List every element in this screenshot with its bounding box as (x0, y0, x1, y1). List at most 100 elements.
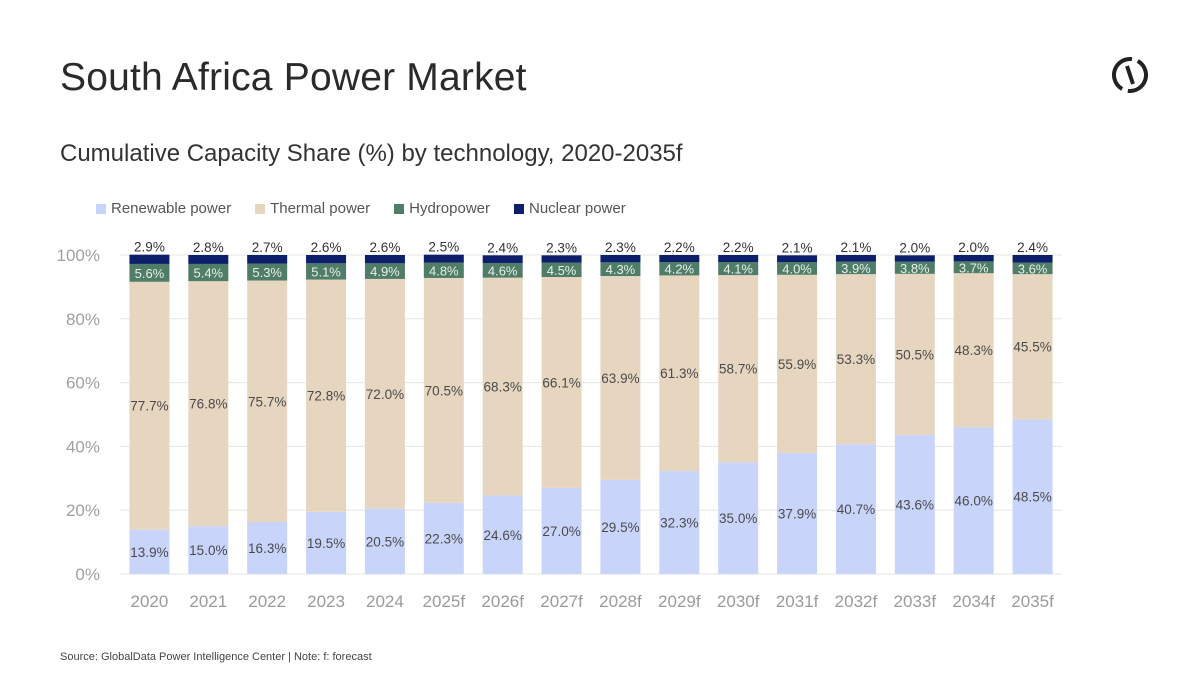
x-tick-label: 2021 (189, 592, 227, 611)
data-label: 22.3% (425, 531, 463, 546)
data-label: 5.4% (193, 266, 223, 281)
data-label: 5.6% (135, 266, 165, 281)
bar-segment (659, 255, 700, 263)
data-label: 35.0% (719, 511, 757, 526)
bar-segment (541, 262, 582, 278)
bar-segment (659, 470, 700, 574)
data-label: 2.4% (1017, 240, 1048, 255)
bar-segment (953, 273, 994, 428)
data-label: 58.7% (719, 362, 757, 377)
data-label: 63.9% (601, 371, 639, 386)
y-tick-label: 60% (66, 374, 100, 393)
y-tick-label: 20% (66, 501, 100, 520)
data-label: 16.3% (248, 541, 286, 556)
data-label: 2.0% (899, 240, 930, 255)
bar-segment (894, 434, 935, 574)
data-label: 72.8% (307, 389, 345, 404)
data-label: 55.9% (778, 357, 816, 372)
data-label: 2.6% (370, 240, 401, 255)
legend-item-nuclear: Nuclear power (514, 200, 626, 217)
bar-segment (1012, 255, 1053, 263)
x-tick-label: 2034f (952, 592, 995, 611)
data-label: 2.4% (487, 240, 518, 255)
bar-segment (423, 262, 464, 278)
x-tick-label: 2023 (307, 592, 345, 611)
data-label: 76.8% (189, 397, 227, 412)
data-label: 32.3% (660, 515, 698, 530)
data-label: 2.1% (782, 240, 813, 255)
bar-segment (306, 279, 347, 512)
data-label: 13.9% (130, 545, 168, 560)
data-label: 66.1% (542, 375, 580, 390)
data-label: 2.7% (252, 240, 283, 255)
bar-segment (894, 255, 935, 262)
legend-item-renewable: Renewable power (96, 200, 231, 217)
bar-segment (364, 508, 405, 574)
legend-swatch-nuclear (514, 203, 524, 214)
data-label: 2.9% (134, 240, 165, 255)
bar-segment (364, 278, 405, 509)
legend-swatch-thermal (255, 203, 266, 214)
bar-segment (777, 255, 818, 263)
data-label: 27.0% (542, 524, 580, 539)
chart-subtitle: Cumulative Capacity Share (%) by technol… (60, 140, 683, 167)
data-label: 3.7% (959, 260, 989, 275)
bar-segment (247, 255, 288, 264)
x-tick-label: 2028f (599, 592, 642, 611)
bar-segment (718, 255, 759, 263)
y-tick-label: 40% (66, 437, 100, 456)
data-label: 20.5% (366, 534, 404, 549)
data-label: 4.5% (547, 263, 577, 278)
x-tick-label: 2020 (131, 592, 169, 611)
bar-segment (777, 274, 818, 454)
x-tick-label: 2030f (717, 592, 760, 611)
bar-segment (659, 262, 700, 276)
bar-segment (835, 274, 876, 445)
data-label: 77.7% (130, 399, 168, 414)
bar-segment (188, 263, 229, 282)
bar-segment (247, 280, 288, 523)
bar-segment (482, 277, 523, 496)
bar-segment (894, 273, 935, 435)
x-tick-label: 2027f (540, 592, 583, 611)
x-tick-label: 2024 (366, 592, 404, 611)
bar-segment (777, 262, 818, 275)
bar-segment (953, 427, 994, 574)
data-label: 43.6% (896, 497, 934, 512)
bar-segment (482, 262, 523, 278)
bar-segment (777, 453, 818, 574)
bar-segment (188, 281, 229, 527)
data-label: 75.7% (248, 394, 286, 409)
x-tick-label: 2029f (658, 592, 701, 611)
bar-segment (835, 444, 876, 574)
bar-segment (306, 263, 347, 280)
bar-segment (129, 254, 170, 264)
bar-segment (541, 255, 582, 263)
bar-segment (1012, 274, 1053, 420)
data-label: 61.3% (660, 366, 698, 381)
bar-segment (1012, 419, 1053, 574)
data-label: 24.6% (484, 528, 522, 543)
bar-segment (835, 261, 876, 275)
data-label: 46.0% (955, 494, 993, 509)
data-label: 53.3% (837, 352, 875, 367)
data-label: 72.0% (366, 387, 404, 402)
data-label: 3.9% (841, 261, 871, 276)
bar-segment (482, 495, 523, 574)
legend-label-renewable: Renewable power (111, 200, 232, 217)
bar-segment (423, 502, 464, 574)
data-label: 48.5% (1013, 490, 1051, 505)
data-label: 2.2% (723, 240, 754, 255)
data-label: 3.6% (1018, 261, 1048, 276)
legend-item-thermal: Thermal power (255, 200, 370, 217)
x-tick-label: 2033f (894, 592, 937, 611)
bar-segment (600, 276, 641, 480)
bar-segment (600, 255, 641, 263)
data-label: 2.6% (311, 240, 342, 255)
data-label: 4.0% (782, 261, 812, 276)
source-note: Source: GlobalData Power Intelligence Ce… (60, 651, 372, 663)
x-tick-label: 2031f (776, 592, 819, 611)
legend-label-nuclear: Nuclear power (529, 200, 626, 217)
data-label: 37.9% (778, 507, 816, 522)
